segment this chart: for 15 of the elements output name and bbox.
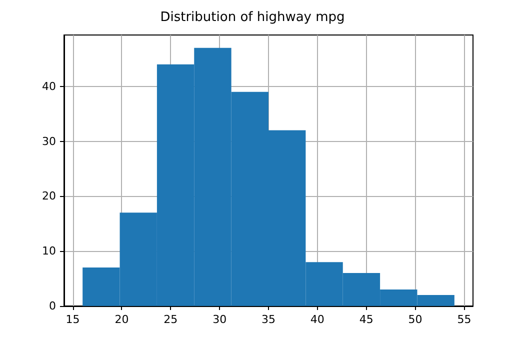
x-tick-label: 20 — [114, 313, 129, 326]
x-tick-label: 30 — [212, 313, 227, 326]
y-tick-label: 10 — [42, 244, 56, 258]
x-tick-label: 40 — [310, 313, 324, 326]
x-tick-label: 15 — [66, 313, 80, 326]
y-tick-label: 0 — [49, 300, 56, 312]
x-tick-label: 25 — [164, 313, 178, 326]
y-tick-label: 30 — [42, 134, 56, 148]
x-tick-label: 35 — [262, 313, 276, 326]
x-tick-label: 55 — [457, 313, 472, 326]
y-tick-label: 20 — [42, 190, 56, 203]
chart-title: Distribution of highway mpg — [160, 10, 345, 25]
x-tick-label: 45 — [359, 313, 374, 326]
x-tick-label: 50 — [408, 313, 422, 326]
y-tick-label: 40 — [42, 80, 56, 93]
